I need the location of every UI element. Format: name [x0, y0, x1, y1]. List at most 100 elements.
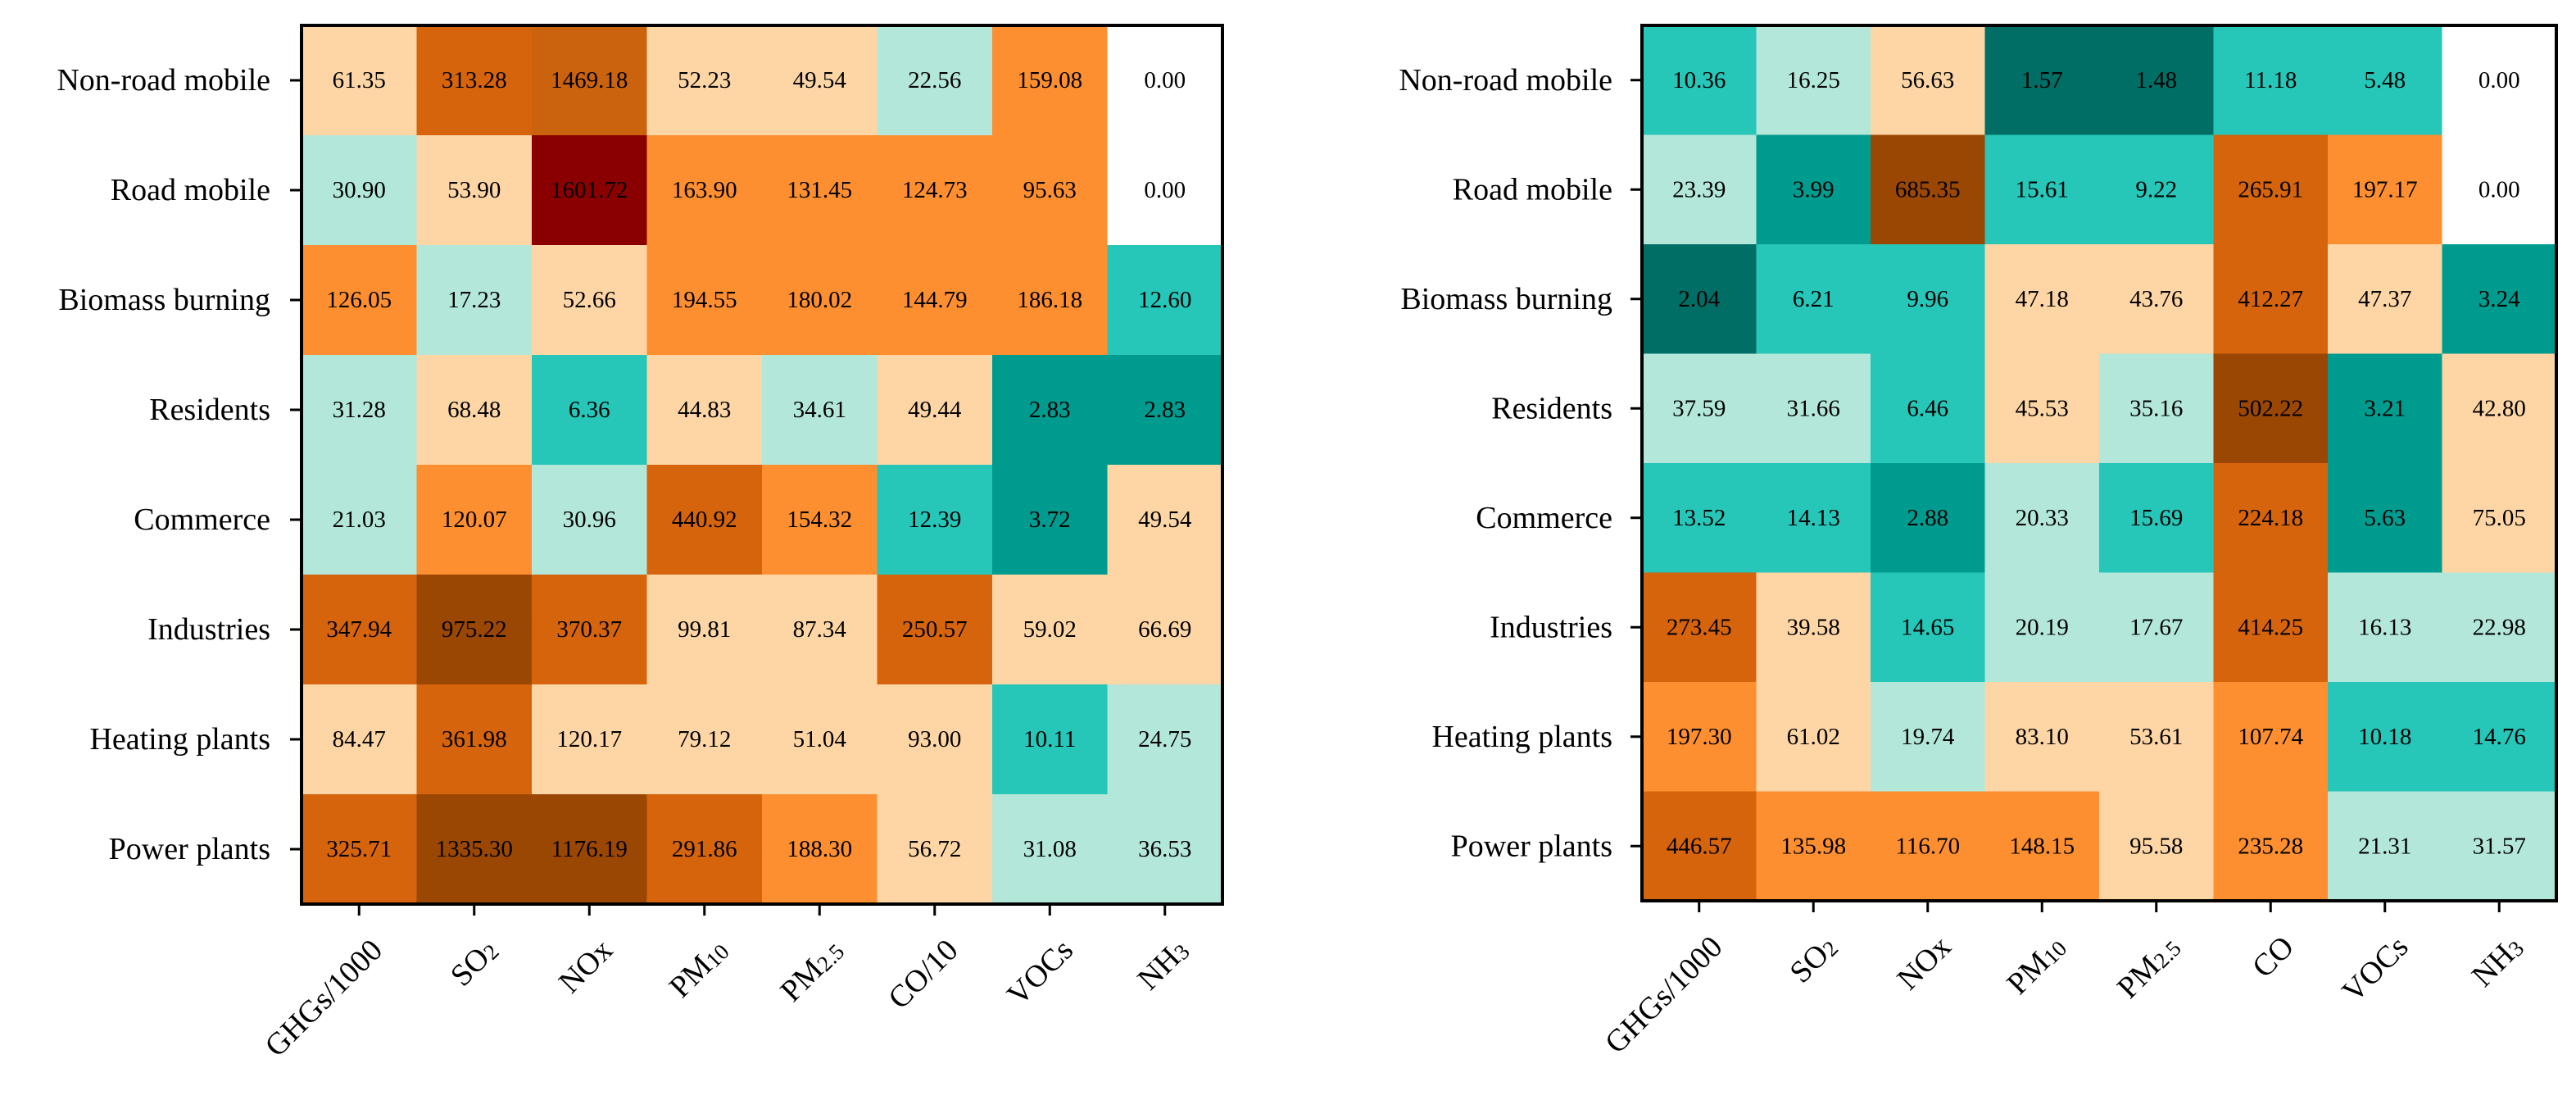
heatmap-cell	[877, 684, 993, 795]
cell-value-label: 3.21	[2364, 395, 2406, 421]
cell-value-label: 1176.19	[551, 836, 628, 862]
heatmap-cell	[2213, 791, 2329, 902]
heatmap-cell	[992, 465, 1109, 575]
cell-value-label: 31.08	[1023, 836, 1077, 862]
cell-value-label: 1.57	[2021, 67, 2063, 93]
heatmap-cell	[416, 684, 533, 795]
heatmap-cell	[2213, 682, 2329, 793]
row-label: Industries	[1490, 610, 1612, 644]
heatmap-cell	[1871, 25, 1986, 136]
heatmap-cell	[646, 245, 763, 356]
heatmap-cell	[762, 25, 878, 136]
heatmap-cell	[2328, 134, 2443, 245]
heatmap-cell	[2442, 463, 2557, 574]
heatmap-cell	[877, 355, 993, 466]
cell-value-label: 197.30	[1667, 724, 1732, 750]
heatmap-cell	[1642, 353, 1757, 464]
row-label: Non-road mobile	[57, 63, 270, 98]
cell-value-label: 44.83	[678, 397, 731, 423]
column-label-base: GHGs/1000	[1599, 929, 1730, 1061]
column-label: VOCs	[1000, 933, 1080, 1012]
cell-value-label: 15.69	[2129, 505, 2183, 531]
cell-value-label: 11.18	[2244, 67, 2297, 93]
column-label: PM2.5	[2111, 929, 2186, 1005]
cell-value-label: 2.83	[1029, 397, 1071, 423]
cell-value-label: 20.19	[2016, 614, 2069, 640]
heatmap-cell	[1642, 134, 1757, 245]
heatmap-cell	[302, 355, 418, 466]
cell-value-label: 3.72	[1029, 507, 1071, 533]
heatmap-cell	[1756, 134, 1871, 245]
heatmap-cell	[1107, 25, 1223, 136]
cell-value-label: 273.45	[1667, 614, 1732, 640]
heatmap-cell	[646, 465, 763, 575]
cell-value-label: 412.27	[2238, 286, 2303, 312]
heatmap-cell	[1871, 463, 1986, 574]
column-label: PM10	[2001, 929, 2073, 1002]
cell-value-label: 83.10	[2016, 724, 2069, 750]
heatmap-cell	[532, 135, 648, 246]
heatmap-cell	[302, 794, 418, 905]
cell-value-label: 2.88	[1907, 505, 1948, 531]
heatmap-cell	[416, 355, 533, 466]
heatmap-cell	[646, 355, 763, 466]
heatmap-cell	[1107, 135, 1223, 246]
cell-value-label: 36.53	[1138, 836, 1191, 862]
heatmap-cell	[1107, 684, 1223, 795]
cell-value-label: 6.46	[1907, 395, 1948, 421]
cell-value-label: 47.37	[2358, 286, 2411, 312]
cell-value-label: 19.74	[1901, 724, 1955, 750]
cell-value-label: 14.13	[1787, 505, 1840, 531]
cell-value-label: 0.00	[1144, 67, 1186, 93]
cell-value-label: 224.18	[2238, 505, 2303, 531]
column-label-base: NOx	[552, 933, 619, 1000]
heatmap-cell	[1984, 463, 2100, 574]
heatmap-cell	[1984, 572, 2100, 683]
cell-value-label: 53.90	[447, 177, 501, 203]
cell-value-label: 120.17	[556, 726, 622, 752]
cell-value-label: 59.02	[1023, 616, 1077, 643]
column-label: PM2.5	[774, 933, 850, 1008]
cell-value-label: 31.28	[333, 397, 386, 423]
heatmap-cell	[302, 575, 418, 685]
heatmap-cell	[1871, 134, 1986, 245]
heatmap-cell	[992, 25, 1109, 136]
heatmap-cell	[762, 794, 878, 905]
cell-value-label: 144.79	[902, 287, 968, 313]
cell-value-label: 68.48	[447, 397, 501, 423]
heatmap-cell	[1984, 682, 2100, 793]
cell-value-label: 37.59	[1672, 395, 1726, 421]
heatmap-cell	[2328, 25, 2443, 136]
column-label: NOx	[552, 933, 619, 1000]
plot-frame	[1640, 24, 2558, 902]
heatmap-cell	[992, 684, 1109, 795]
cell-value-label: 10.11	[1023, 726, 1076, 752]
cell-value-label: 30.90	[333, 177, 386, 203]
heatmap-cell	[2442, 134, 2557, 245]
heatmap-cell	[416, 794, 533, 905]
cell-value-label: 197.17	[2352, 176, 2418, 202]
heatmap-cell	[1756, 682, 1871, 793]
cell-value-label: 347.94	[326, 616, 392, 643]
cell-value-label: 9.22	[2135, 176, 2177, 202]
heatmap-left: 61.35 313.28 1469.18 52.23 49.54 22.56 159.08 0…	[57, 24, 1224, 1064]
cell-value-label: 135.98	[1780, 833, 1846, 859]
heatmap-cell	[2442, 791, 2557, 902]
cell-value-label: 22.98	[2473, 614, 2526, 640]
cell-value-label: 370.37	[556, 616, 622, 643]
heatmap-cell	[1107, 794, 1223, 905]
cell-value-label: 51.04	[793, 726, 847, 752]
heatmap-cell	[1642, 791, 1757, 902]
row-label: Biomass burning	[1400, 282, 1612, 316]
cell-value-label: 95.58	[2129, 833, 2183, 859]
heatmap-cell	[646, 684, 763, 795]
heatmap-cell	[1871, 682, 1986, 793]
cell-value-label: 13.52	[1672, 505, 1726, 531]
cell-value-label: 61.02	[1787, 724, 1840, 750]
heatmap-cell	[2442, 353, 2557, 464]
column-label-base: VOCs	[2336, 929, 2415, 1009]
cell-value-label: 250.57	[902, 616, 968, 643]
heatmap-cell	[1756, 572, 1871, 683]
heatmap-cell	[877, 794, 993, 905]
